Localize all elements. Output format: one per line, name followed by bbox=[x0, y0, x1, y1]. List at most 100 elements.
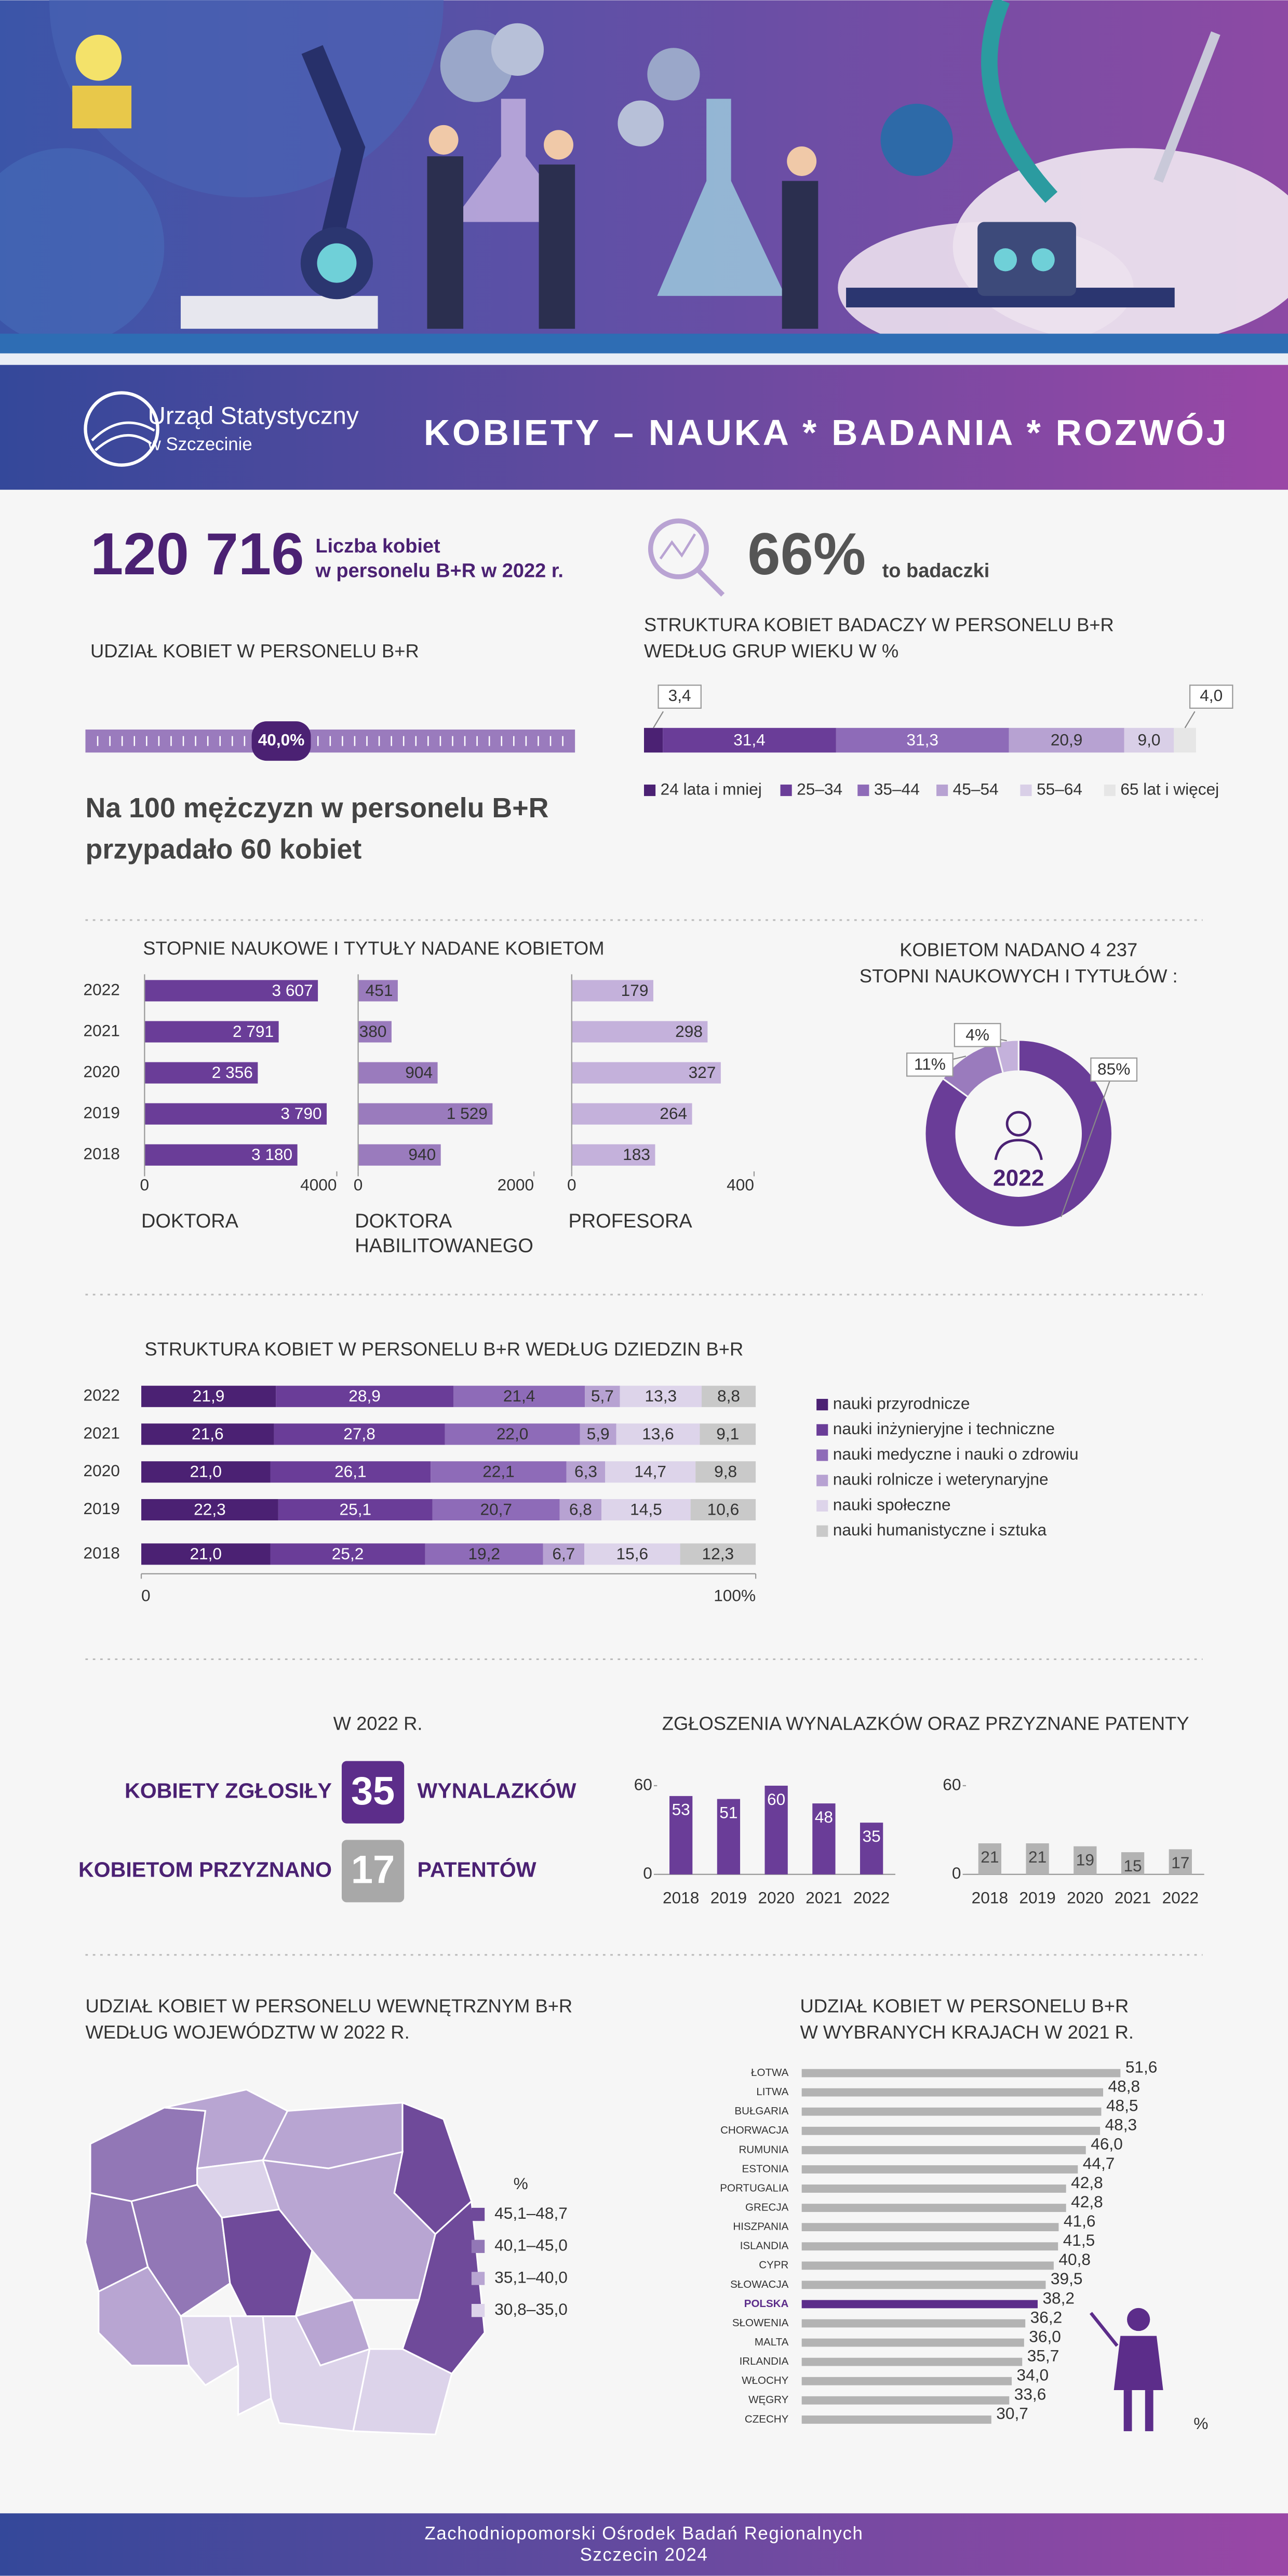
x-tick-label: 2021 bbox=[806, 1889, 842, 1907]
value-label: 11% bbox=[914, 1055, 946, 1073]
bar-segment bbox=[605, 1461, 696, 1483]
donut-segment bbox=[924, 1039, 1113, 1229]
value-label: 3 607 bbox=[272, 981, 313, 1000]
bar-segment bbox=[584, 1543, 680, 1565]
y-tick-label: BUŁGARIA bbox=[734, 2105, 788, 2117]
value-label: 48,3 bbox=[1105, 2115, 1137, 2134]
bar-segment bbox=[276, 1385, 454, 1407]
bar-segment bbox=[274, 1423, 445, 1445]
value-label: 42,8 bbox=[1071, 2192, 1103, 2211]
value-label: 1 529 bbox=[447, 1104, 488, 1123]
value-label: 40,8 bbox=[1058, 2250, 1091, 2269]
bar bbox=[801, 2088, 1104, 2097]
legend-swatch bbox=[857, 784, 869, 797]
value-label: 60 bbox=[767, 1790, 785, 1809]
value-label: 31,3 bbox=[906, 730, 938, 749]
callout-box bbox=[1090, 1057, 1138, 1082]
value-label: 35,7 bbox=[1027, 2346, 1059, 2365]
value-label: 4% bbox=[965, 1025, 989, 1044]
y-tick-label: 2019 bbox=[84, 1103, 120, 1122]
bar bbox=[812, 1803, 836, 1874]
value-label: 10,6 bbox=[707, 1500, 740, 1518]
callout-line bbox=[1184, 711, 1196, 729]
inventions-number: 35 bbox=[351, 1769, 395, 1813]
value-label: 5,9 bbox=[587, 1424, 610, 1443]
value-label: 41,6 bbox=[1064, 2211, 1096, 2230]
bar-segment bbox=[141, 1499, 278, 1521]
y-tick-label: LITWA bbox=[756, 2086, 788, 2098]
bar-segment bbox=[278, 1499, 433, 1521]
value-label: 21 bbox=[1028, 1847, 1046, 1866]
chart-title: WEDŁUG GRUP WIEKU W % bbox=[644, 640, 898, 662]
legend-label: nauki inżynieryjne i techniczne bbox=[833, 1419, 1055, 1438]
y-tick-label: PORTUGALIA bbox=[720, 2182, 788, 2194]
bar bbox=[358, 1062, 438, 1084]
value-label: 46,0 bbox=[1091, 2135, 1123, 2153]
bar bbox=[801, 2338, 1024, 2347]
bar bbox=[144, 1062, 258, 1084]
y-tick-label: SŁOWACJA bbox=[730, 2278, 789, 2290]
bar bbox=[1121, 1852, 1145, 1874]
value-label: 4,0 bbox=[1200, 686, 1223, 705]
bar-segment bbox=[559, 1499, 602, 1521]
value-label: 3 790 bbox=[280, 1104, 321, 1123]
value-label: 31,4 bbox=[733, 730, 766, 749]
value-label: 17 bbox=[1171, 1853, 1189, 1872]
y-tick-label: RUMUNIA bbox=[739, 2143, 788, 2155]
chart-title: UDZIAŁ KOBIET W PERSONELU B+R bbox=[90, 640, 419, 662]
bar bbox=[801, 2300, 1038, 2309]
bar bbox=[358, 1021, 392, 1043]
value-label: 36,2 bbox=[1030, 2308, 1063, 2326]
value-label: 13,6 bbox=[642, 1424, 674, 1443]
donut-segment bbox=[994, 1039, 1019, 1074]
y-tick-label: CYPR bbox=[759, 2259, 788, 2271]
bar bbox=[801, 2146, 1086, 2154]
legend-label: 30,8–35,0 bbox=[494, 2300, 568, 2318]
value-label: 6,7 bbox=[552, 1544, 575, 1563]
bar bbox=[801, 2223, 1059, 2232]
page-title: KOBIETY – NAUKA * BADANIA * ROZWÓJ bbox=[424, 412, 1229, 453]
bar-segment bbox=[580, 1423, 616, 1445]
bar bbox=[801, 2396, 1010, 2405]
bar-segment bbox=[700, 1423, 756, 1445]
legend-swatch bbox=[816, 1475, 828, 1487]
chart-title: STOPNIE NAUKOWE I TYTUŁY NADANE KOBIETOM bbox=[143, 937, 604, 959]
y-tick-label: 2021 bbox=[84, 1423, 120, 1442]
inventions-text: WYNALAZKÓW bbox=[417, 1778, 576, 1802]
value-label: 51 bbox=[719, 1803, 737, 1822]
gauge-label: 40,0% bbox=[258, 730, 305, 749]
bar-segment bbox=[701, 1385, 756, 1407]
legend-label: 40,1–45,0 bbox=[494, 2236, 568, 2255]
bar-segment bbox=[141, 1461, 271, 1483]
bar bbox=[860, 1823, 883, 1874]
value-label: 12,3 bbox=[702, 1544, 734, 1563]
bar bbox=[571, 1021, 708, 1043]
patents-box bbox=[341, 1840, 405, 1903]
value-label: 183 bbox=[623, 1145, 650, 1164]
y-tick-label: 2018 bbox=[84, 1543, 120, 1562]
illustration bbox=[0, 0, 1288, 365]
x-axis-label: PROFESORA bbox=[568, 1210, 692, 1232]
y-tick-label: 2022 bbox=[84, 1386, 120, 1405]
legend-label: nauki społeczne bbox=[833, 1495, 951, 1514]
bar bbox=[571, 1103, 692, 1125]
value-label: 53 bbox=[672, 1800, 690, 1819]
value-label: 940 bbox=[408, 1145, 436, 1164]
chart-title: WEDŁUG WOJEWÓDZTW W 2022 R. bbox=[85, 2021, 409, 2043]
x-tick-label: 0 bbox=[141, 1586, 151, 1605]
value-label: 33,6 bbox=[1014, 2385, 1046, 2404]
value-label: 28,9 bbox=[348, 1386, 381, 1405]
bar bbox=[764, 1785, 788, 1874]
chart-title: STRUKTURA KOBIET BADACZY W PERSONELU B+R bbox=[644, 614, 1114, 635]
bar bbox=[801, 2204, 1066, 2212]
legend-label: 65 lat i więcej bbox=[1120, 779, 1219, 798]
patents-number: 17 bbox=[351, 1848, 395, 1892]
x-tick-label: 100% bbox=[714, 1586, 756, 1605]
y-tick-label: 2019 bbox=[84, 1499, 120, 1518]
bar-segment bbox=[1009, 727, 1124, 753]
value-label: 26,1 bbox=[334, 1462, 367, 1481]
bar-segment bbox=[695, 1461, 756, 1483]
logo-swirl bbox=[91, 421, 155, 452]
bar-segment bbox=[141, 1385, 276, 1407]
y-tick-label: POLSKA bbox=[744, 2298, 789, 2310]
